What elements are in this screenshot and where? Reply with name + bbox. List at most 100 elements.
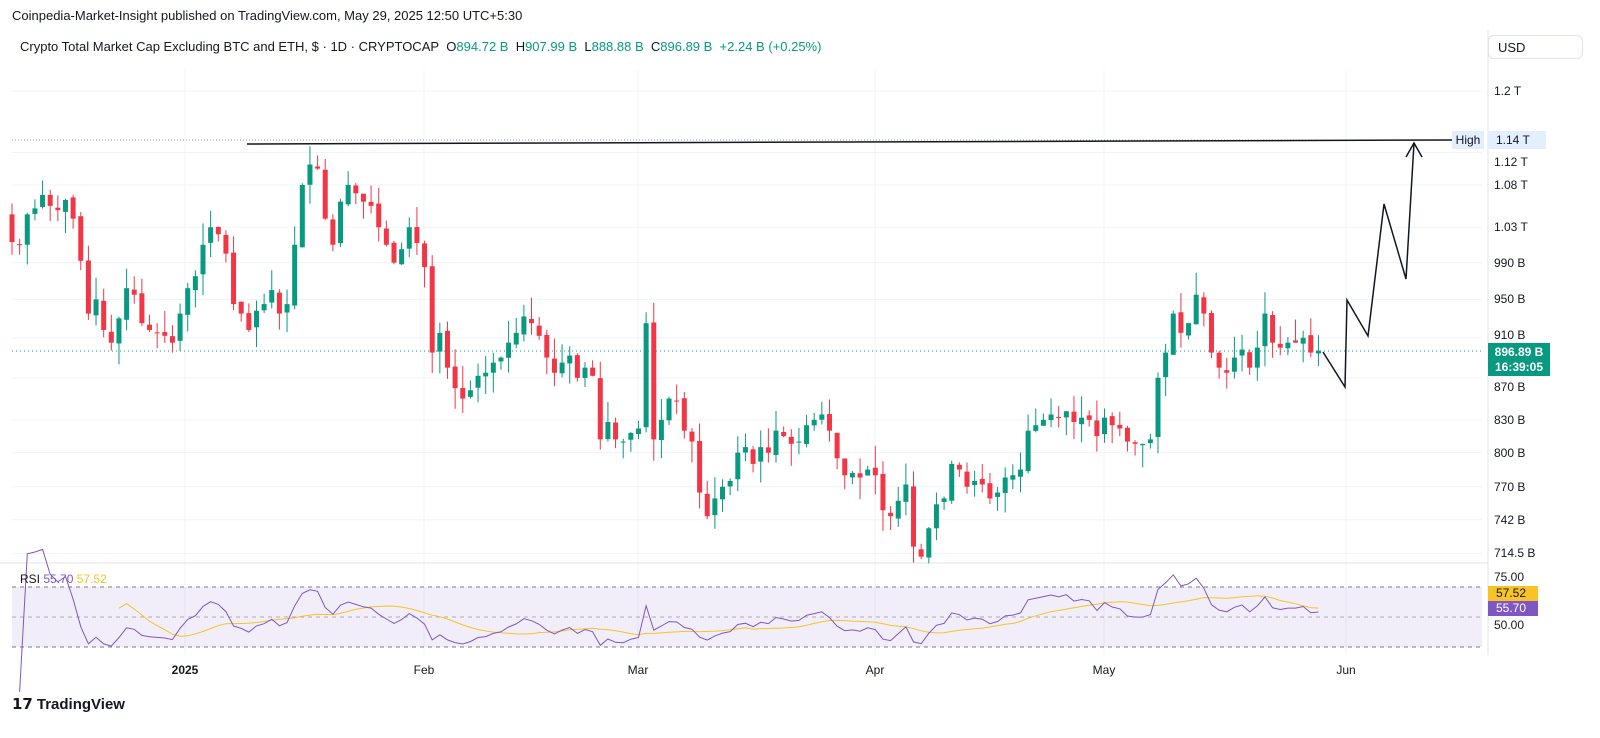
- candle: [788, 429, 794, 466]
- candle: [620, 438, 626, 459]
- candle-body: [391, 242, 397, 263]
- candle-body: [1163, 352, 1169, 378]
- candle-body: [1277, 343, 1283, 348]
- candle: [1040, 413, 1046, 426]
- candle: [742, 433, 748, 462]
- candle: [513, 317, 519, 349]
- candle: [9, 203, 15, 255]
- candle: [689, 428, 695, 463]
- candle-body: [490, 362, 496, 373]
- candle: [437, 322, 443, 374]
- candle-body: [307, 164, 313, 185]
- candle-body: [467, 390, 473, 397]
- high-price-tag: 1.14 T: [1488, 131, 1546, 149]
- candle: [467, 380, 473, 399]
- candle: [1063, 410, 1069, 436]
- candle: [765, 428, 771, 463]
- candle: [658, 398, 664, 459]
- candle: [422, 240, 428, 288]
- candle: [720, 479, 726, 512]
- candle-body: [231, 252, 237, 305]
- candle-body: [376, 203, 382, 228]
- candle-body: [1079, 417, 1085, 425]
- candle-body: [651, 322, 657, 440]
- candle-body: [513, 332, 519, 345]
- candle: [888, 505, 894, 531]
- candle-body: [55, 207, 61, 211]
- candle: [1102, 408, 1108, 443]
- candle: [865, 465, 871, 476]
- candle-body: [1254, 347, 1260, 368]
- candle: [345, 171, 351, 207]
- candle-body: [246, 313, 252, 330]
- candle: [1094, 400, 1100, 452]
- candle-body: [872, 467, 878, 476]
- candle-body: [1285, 342, 1291, 349]
- candle-body: [712, 498, 718, 516]
- candle: [315, 155, 321, 170]
- candle: [1201, 292, 1207, 327]
- candle: [529, 297, 535, 335]
- candle-body: [169, 336, 175, 343]
- candle: [995, 486, 1001, 511]
- candle: [231, 236, 237, 311]
- candle: [1270, 311, 1276, 358]
- candle-body: [208, 227, 214, 243]
- candle: [758, 430, 764, 483]
- candle-body: [529, 319, 535, 324]
- candle: [536, 317, 542, 340]
- candle-body: [995, 492, 1001, 497]
- candle-body: [47, 194, 53, 206]
- price-axis-label: 1.08 T: [1494, 177, 1528, 192]
- candle: [666, 396, 672, 426]
- candle: [1224, 357, 1230, 389]
- candle: [544, 329, 550, 375]
- candle-body: [1132, 442, 1138, 444]
- candle: [1193, 272, 1199, 325]
- rsi-title[interactable]: RSI: [20, 572, 41, 586]
- candle: [1216, 350, 1222, 379]
- price-axis-label: 910 B: [1494, 327, 1526, 342]
- candle: [613, 417, 619, 449]
- candle: [551, 338, 557, 387]
- candle-body: [926, 528, 932, 558]
- candle-body: [1239, 349, 1245, 356]
- candle-body: [261, 304, 267, 311]
- candle-body: [124, 288, 130, 320]
- price-axis-label: 990 B: [1494, 255, 1526, 270]
- currency-button[interactable]: USD: [1488, 35, 1583, 59]
- candle: [24, 212, 30, 265]
- price-axis-label: 950 B: [1494, 292, 1526, 307]
- candle-body: [567, 355, 573, 364]
- bar-countdown: 16:39:05: [1494, 360, 1544, 374]
- candle: [1247, 349, 1253, 375]
- candle-body: [857, 473, 863, 478]
- candle-body: [842, 458, 848, 476]
- candle-body: [238, 301, 244, 314]
- candle: [246, 303, 252, 332]
- candle-body: [674, 400, 680, 402]
- candle-body: [223, 234, 229, 254]
- candle-body: [17, 244, 23, 246]
- candle-body: [811, 419, 817, 426]
- symbol-name[interactable]: Crypto Total Market Cap Excluding BTC an…: [20, 39, 440, 54]
- candle: [521, 304, 527, 342]
- candle: [1147, 433, 1153, 449]
- candle-body: [1109, 416, 1115, 426]
- candle-body: [1086, 415, 1092, 420]
- candle: [200, 223, 206, 296]
- candle: [101, 288, 107, 338]
- candle: [574, 353, 580, 382]
- candle: [460, 366, 466, 413]
- candle-body: [1201, 297, 1207, 314]
- candle: [1208, 310, 1214, 359]
- candle-body: [628, 432, 634, 440]
- tradingview-logo[interactable]: 𝟭𝟳 TradingView: [12, 695, 125, 714]
- candle-body: [1040, 419, 1046, 426]
- candle: [1017, 452, 1023, 493]
- candle-body: [1216, 352, 1222, 368]
- candle: [773, 411, 779, 463]
- candle-body: [338, 201, 344, 244]
